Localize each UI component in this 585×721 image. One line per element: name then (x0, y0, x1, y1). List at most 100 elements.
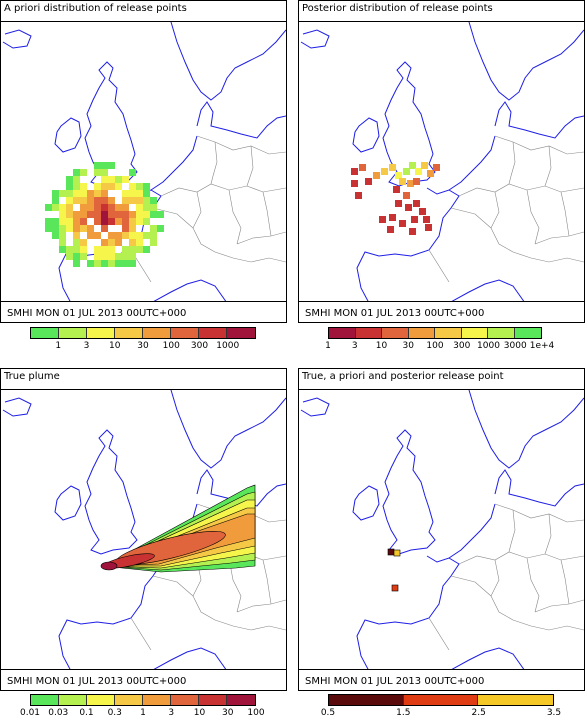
legend-true-plume: 0.01 0.03 0.1 0.3 1 3 10 30 100 (20, 694, 265, 720)
a-priori-cell (115, 260, 122, 267)
a-priori-cell (129, 225, 136, 232)
a-priori-cell (80, 211, 87, 218)
a-priori-cell (94, 260, 101, 267)
a-priori-cell (52, 218, 59, 225)
map-svg (300, 22, 584, 301)
legend-a-priori: 1 3 10 30 100 300 1000 (30, 327, 256, 353)
a-priori-cell (101, 197, 108, 204)
a-priori-cell (122, 204, 129, 211)
a-priori-cell (52, 232, 59, 239)
coastline (170, 22, 286, 101)
a-priori-cell (143, 232, 150, 239)
a-priori-cell (122, 232, 129, 239)
country-border (490, 191, 514, 253)
a-priori-cell (129, 169, 136, 176)
posterior-cell (373, 172, 380, 179)
a-priori-cell (94, 218, 101, 225)
posterior-cell (411, 216, 418, 223)
a-priori-cell (101, 190, 108, 197)
posterior-cell (419, 208, 426, 215)
a-priori-cell (66, 183, 73, 190)
coastline (494, 101, 584, 139)
a-priori-cell (129, 253, 136, 260)
legend-bar (328, 327, 542, 339)
posterior-cell (421, 162, 428, 169)
a-priori-cell (94, 197, 101, 204)
legend-tick-label: 0.03 (48, 708, 69, 718)
coastline (54, 485, 82, 521)
country-border (508, 509, 516, 553)
legend-tick-label: 1000 (477, 341, 500, 351)
a-priori-cell (80, 239, 87, 246)
a-priori-cell (122, 176, 129, 183)
a-priori-cell (73, 246, 80, 253)
legend-tick-label: 1 (55, 341, 62, 351)
posterior-cell (407, 180, 414, 187)
legend-tick-label: 1.5 (396, 708, 411, 718)
posterior-cell (413, 200, 420, 207)
legend-swatch (199, 695, 227, 705)
country-border (512, 251, 584, 263)
a-priori-cell (101, 218, 108, 225)
coastline (54, 117, 82, 153)
legend-tick-label: 300 (190, 341, 209, 351)
coastline (58, 555, 162, 669)
posterior-cell (405, 204, 412, 211)
a-priori-cell (129, 232, 136, 239)
country-border (236, 231, 286, 245)
map-true-plume (1, 389, 286, 670)
a-priori-cell (136, 204, 143, 211)
legend-swatch (329, 328, 356, 338)
posterior-cell (381, 168, 388, 175)
a-priori-cell (136, 211, 143, 218)
a-priori-cell (129, 218, 136, 225)
a-priori-cell (136, 246, 143, 253)
country-border (458, 551, 584, 565)
a-priori-cell (101, 211, 108, 218)
coastline (468, 22, 584, 101)
a-priori-cell (52, 225, 59, 232)
a-priori-cell (87, 197, 94, 204)
a-priori-cell (52, 204, 59, 211)
legend-swatch (435, 328, 462, 338)
legend-tick-label: 3 (83, 341, 90, 351)
posterior-cell (427, 170, 434, 177)
a-priori-cell (66, 218, 73, 225)
a-priori-cell (115, 218, 122, 225)
legend-tick-label: 30 (402, 341, 414, 351)
a-priori-cell (122, 246, 129, 253)
coastline (300, 397, 330, 417)
posterior-cell (409, 228, 416, 235)
country-border (508, 141, 516, 185)
a-priori-cell (150, 211, 157, 218)
a-priori-cell (59, 204, 66, 211)
a-priori-cell (94, 190, 101, 197)
a-priori-cell (122, 225, 129, 232)
legend-swatch (461, 328, 488, 338)
a-priori-cell (143, 183, 150, 190)
posterior-cell (433, 164, 440, 171)
posterior-cell (403, 192, 410, 199)
country-border (544, 513, 552, 555)
legend-release-points: 0.5 1.5 2.5 3.5 (321, 694, 561, 720)
a-priori-cell (87, 232, 94, 239)
a-priori-cell (136, 197, 143, 204)
a-priori-cell (94, 183, 101, 190)
a-priori-cell (73, 232, 80, 239)
a-priori-cell (94, 211, 101, 218)
posterior-cells (351, 162, 440, 235)
country-border (152, 207, 194, 229)
a-priori-cell (122, 260, 129, 267)
posterior-cell (379, 216, 386, 223)
a-priori-cell (94, 169, 101, 176)
a-priori-cell (101, 253, 108, 260)
coastline (196, 469, 286, 507)
country-border (428, 249, 450, 283)
plume-source (100, 561, 118, 571)
a-priori-cell (94, 253, 101, 260)
a-priori-cell (101, 169, 108, 176)
a-priori-cell (66, 204, 73, 211)
legend-tick-label: 3 (351, 341, 358, 351)
a-priori-cell (66, 246, 73, 253)
country-border (490, 559, 514, 621)
